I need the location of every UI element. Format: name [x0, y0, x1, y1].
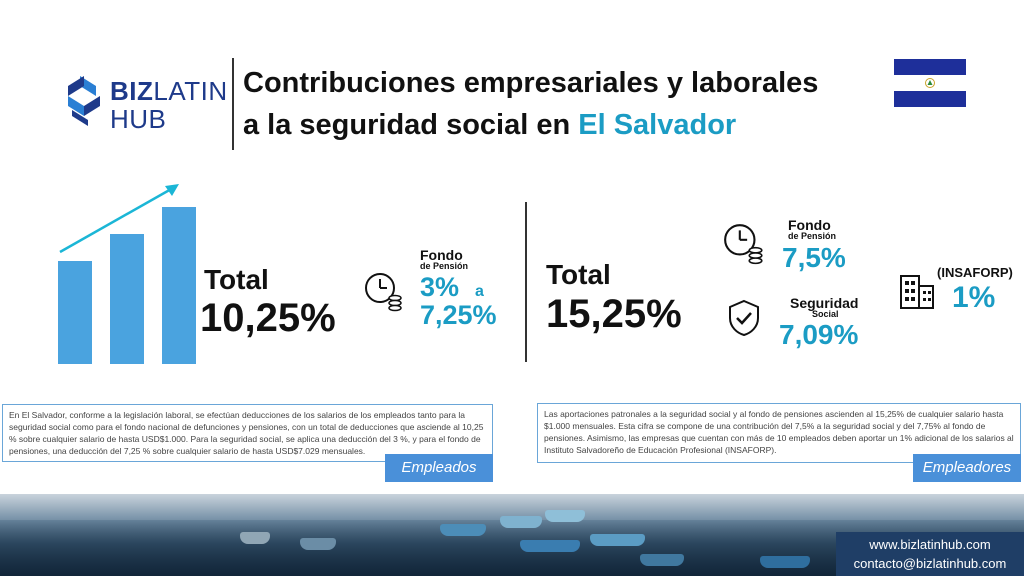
boat: [240, 532, 270, 544]
bar-1: [58, 261, 92, 364]
insaforp-title: (INSAFORP): [937, 265, 1013, 280]
employees-fund-title: Fondo: [420, 247, 463, 263]
employees-description: En El Salvador, conforme a la legislació…: [9, 410, 484, 456]
boat: [590, 534, 645, 546]
boat: [500, 516, 542, 528]
coat-of-arms-icon: [925, 78, 935, 88]
header-divider: [232, 58, 234, 150]
employees-fund-subtitle: de Pensión: [420, 261, 469, 271]
employees-fund-connector: a: [475, 283, 484, 300]
trend-arrow-icon: [59, 184, 179, 254]
employers-security-subtitle: Social: [812, 309, 839, 319]
insaforp-value: 1%: [952, 281, 996, 314]
title-line-1: Contribuciones empresariales y laborales: [243, 67, 819, 99]
employees-tag: Empleados: [385, 454, 493, 482]
employees-fund-value-max: 7,25%: [420, 300, 497, 330]
employers-fund-title: Fondo: [788, 217, 831, 233]
boat: [520, 540, 580, 552]
clock-coins-icon: [365, 273, 402, 312]
title-accent: El Salvador: [578, 109, 737, 141]
boat: [300, 538, 336, 550]
boat: [760, 556, 810, 568]
bizlatinhub-logo: BIZLATIN HUB: [60, 70, 230, 134]
bar-2: [110, 234, 144, 364]
employees-total-value: 10,25%: [200, 296, 336, 340]
employers-total-value: 15,25%: [546, 292, 682, 336]
logo-mark-icon: [68, 76, 100, 126]
website-link[interactable]: www.bizlatinhub.com: [869, 537, 991, 552]
boat: [640, 554, 684, 566]
employers-description-box: Las aportaciones patronales a la segurid…: [537, 403, 1021, 463]
contact-box: www.bizlatinhub.com contacto@bizlatinhub…: [836, 532, 1024, 576]
employers-security-value: 7,09%: [779, 319, 859, 350]
clock-coins-icon: [724, 224, 763, 265]
shield-check-icon: [729, 299, 759, 337]
employers-fund-value: 7,5%: [782, 242, 846, 273]
building-icon: [900, 275, 934, 309]
employees-description-box: En El Salvador, conforme a la legislació…: [2, 404, 493, 462]
email-link[interactable]: contacto@bizlatinhub.com: [853, 556, 1007, 571]
boat: [545, 510, 585, 522]
title-line-2: a la seguridad social en El Salvador: [243, 109, 737, 141]
el-salvador-flag: [894, 59, 966, 107]
employers-security-title: Seguridad: [790, 295, 859, 311]
employers-fund-subtitle: de Pensión: [788, 231, 837, 241]
bar-3: [162, 207, 196, 364]
employers-description: Las aportaciones patronales a la segurid…: [544, 409, 1014, 455]
employees-total-label: Total: [204, 264, 269, 295]
boat: [440, 524, 486, 536]
logo-text-bottom: HUB: [110, 104, 167, 134]
employers-tag: Empleadores: [913, 454, 1021, 482]
page-title: Contribuciones empresariales y laborales…: [243, 62, 883, 146]
employers-total-label: Total: [546, 259, 611, 290]
section-divider: [525, 202, 527, 362]
logo-text-top: BIZLATIN: [110, 76, 228, 106]
employees-fund-value-min: 3%: [420, 272, 460, 302]
